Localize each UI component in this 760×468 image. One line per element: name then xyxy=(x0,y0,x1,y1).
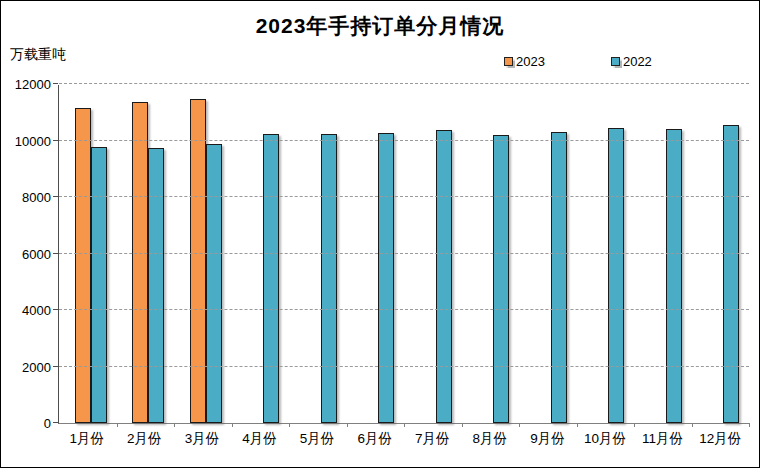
x-axis-tick xyxy=(117,423,118,427)
legend-swatch-2022-icon xyxy=(611,57,620,66)
gridline-6000 xyxy=(59,253,749,254)
bar-2023-3月份 xyxy=(190,99,206,423)
bar-2023-1月份 xyxy=(75,108,91,423)
bar-group-11月份 xyxy=(634,85,692,423)
x-axis-tick xyxy=(347,423,348,427)
y-axis-tick xyxy=(53,140,58,141)
x-axis-label-5月份: 5月份 xyxy=(288,430,346,448)
y-axis-label-6000: 6000 xyxy=(1,247,51,263)
x-axis-tick xyxy=(749,423,750,427)
y-axis-label-2000: 2000 xyxy=(1,360,51,376)
bar-group-3月份 xyxy=(174,85,232,423)
gridline-12000 xyxy=(59,83,749,84)
x-axis-tick xyxy=(404,423,405,427)
y-axis-unit-label: 万载重吨 xyxy=(10,46,66,64)
bar-2022-12月份 xyxy=(723,125,739,423)
x-axis-label-11月份: 11月份 xyxy=(634,430,692,448)
y-axis-label-8000: 8000 xyxy=(1,190,51,206)
y-axis-tick xyxy=(53,196,58,197)
bar-group-2月份 xyxy=(117,85,175,423)
y-axis-label-4000: 4000 xyxy=(1,303,51,319)
y-axis-tick xyxy=(53,253,58,254)
bar-2022-8月份 xyxy=(493,135,509,423)
x-axis-tick xyxy=(232,423,233,427)
bar-2022-5月份 xyxy=(321,134,337,423)
bar-2022-10月份 xyxy=(608,128,624,423)
x-axis-label-2月份: 2月份 xyxy=(116,430,174,448)
bar-group-7月份 xyxy=(404,85,462,423)
bar-2022-7月份 xyxy=(436,130,452,423)
x-axis-label-7月份: 7月份 xyxy=(403,430,461,448)
bar-group-4月份 xyxy=(232,85,290,423)
x-axis-label-1月份: 1月份 xyxy=(58,430,116,448)
gridline-2000 xyxy=(59,366,749,367)
x-axis-label-6月份: 6月份 xyxy=(346,430,404,448)
x-axis-tick xyxy=(289,423,290,427)
legend-label-2022: 2022 xyxy=(623,54,652,69)
x-axis-label-8月份: 8月份 xyxy=(461,430,519,448)
bar-2022-11月份 xyxy=(666,129,682,423)
y-axis-label-10000: 10000 xyxy=(1,134,51,150)
x-axis-label-9月份: 9月份 xyxy=(519,430,577,448)
bar-2022-2月份 xyxy=(148,148,164,423)
bar-group-10月份 xyxy=(577,85,635,423)
legend-swatch-2023-icon xyxy=(504,57,513,66)
x-axis-tick xyxy=(519,423,520,427)
bar-2022-4月份 xyxy=(263,134,279,423)
x-axis-label-3月份: 3月份 xyxy=(173,430,231,448)
y-axis-tick xyxy=(53,422,58,423)
bar-group-1月份 xyxy=(59,85,117,423)
x-axis-labels: 1月份2月份3月份4月份5月份6月份7月份8月份9月份10月份11月份12月份 xyxy=(58,430,749,448)
x-axis-label-10月份: 10月份 xyxy=(576,430,634,448)
x-axis-tick xyxy=(577,423,578,427)
y-axis-labels: 020004000600080001000012000 xyxy=(1,85,51,424)
bar-group-12月份 xyxy=(692,85,750,423)
bar-2022-1月份 xyxy=(91,147,107,423)
bar-2022-6月份 xyxy=(378,133,394,423)
x-axis-tick xyxy=(692,423,693,427)
y-axis-tick xyxy=(53,366,58,367)
bar-group-6月份 xyxy=(347,85,405,423)
y-axis-label-0: 0 xyxy=(1,416,51,432)
x-axis-tick xyxy=(174,423,175,427)
bar-2022-3月份 xyxy=(206,144,222,423)
bar-group-5月份 xyxy=(289,85,347,423)
bar-group-9月份 xyxy=(519,85,577,423)
chart-title: 2023年手持订单分月情况 xyxy=(1,12,759,40)
x-axis-label-12月份: 12月份 xyxy=(691,430,749,448)
x-axis-tick xyxy=(462,423,463,427)
legend: 2023 2022 xyxy=(504,54,652,69)
legend-item-2023: 2023 xyxy=(504,54,545,69)
chart-window: 2023年手持订单分月情况 万载重吨 2023 2022 0 2000 4000 60… xyxy=(0,0,760,468)
bar-2022-9月份 xyxy=(551,132,567,423)
bar-groups xyxy=(59,85,749,423)
plot-area xyxy=(58,85,749,424)
y-axis-tick xyxy=(53,309,58,310)
x-axis-label-4月份: 4月份 xyxy=(231,430,289,448)
y-axis-label-12000: 12000 xyxy=(1,77,51,93)
bar-2023-2月份 xyxy=(132,102,148,423)
legend-label-2023: 2023 xyxy=(516,54,545,69)
bar-group-8月份 xyxy=(462,85,520,423)
x-axis-tick xyxy=(634,423,635,427)
gridline-4000 xyxy=(59,309,749,310)
legend-item-2022: 2022 xyxy=(611,54,652,69)
gridline-10000 xyxy=(59,140,749,141)
gridline-8000 xyxy=(59,196,749,197)
y-axis-tick xyxy=(53,83,58,84)
